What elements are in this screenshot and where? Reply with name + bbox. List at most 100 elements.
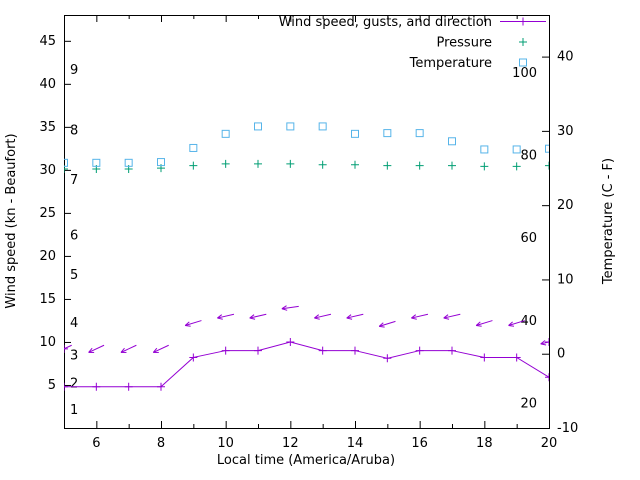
- wind-direction-arrow: [411, 313, 429, 319]
- pressure-point: [480, 162, 489, 171]
- pressure-point: [286, 159, 295, 168]
- wind-speed-point: [286, 337, 295, 346]
- beaufort-label: 3: [70, 349, 78, 364]
- x-tick-label: 14: [347, 436, 364, 451]
- fahrenheit-label: 20: [520, 396, 537, 411]
- y-left-tick-label: 35: [39, 120, 56, 135]
- beaufort-label: 4: [70, 316, 78, 331]
- temperature-point: [157, 158, 165, 167]
- wind-direction-arrow: [443, 313, 461, 319]
- wind-direction-arrow: [281, 305, 299, 310]
- wind-arrowhead: [120, 347, 125, 353]
- y-right-tick-label: 20: [557, 198, 574, 213]
- y-right-axis-title: Temperature (C - F): [601, 158, 616, 285]
- y-left-tick-label: 30: [39, 163, 56, 178]
- wind-direction-arrow: [314, 313, 332, 319]
- x-tick-label: 18: [476, 436, 493, 451]
- wind-direction-arrow: [64, 344, 72, 350]
- beaufort-label: 8: [70, 123, 78, 138]
- pressure-point: [383, 161, 392, 170]
- legend-cross-sample: [519, 17, 527, 26]
- pressure-point: [545, 161, 549, 170]
- temperature-point: [351, 129, 359, 138]
- axes-layer: 6 8 10 12 14 16 18 2051015202530354045123456789…: [39, 15, 578, 451]
- wind-speed-line: [64, 341, 549, 388]
- wind-speed-point: [351, 346, 359, 355]
- wind-arrowhead: [346, 317, 353, 320]
- beaufort-label: 5: [70, 268, 78, 283]
- beaufort-label: 9: [70, 63, 78, 78]
- wind-arrowhead: [314, 314, 320, 319]
- plot-border: [64, 15, 550, 429]
- pressure-point: [448, 161, 456, 170]
- wind-speed-point: [383, 354, 392, 363]
- wind-arrowhead: [475, 321, 481, 326]
- series-layer: [64, 122, 549, 391]
- fahrenheit-label: 100: [512, 66, 537, 81]
- wind-arrowhead: [281, 305, 287, 310]
- pressure-point: [318, 160, 327, 169]
- wind-speed-point: [157, 382, 165, 391]
- wind-direction-arrow: [153, 344, 169, 353]
- wind-direction-arrow: [185, 320, 202, 326]
- wind-speed-point: [318, 346, 327, 355]
- wind-speed-point: [221, 346, 230, 355]
- y-right-tick-label: 30: [557, 124, 574, 139]
- beaufort-label: 1: [70, 403, 78, 418]
- wind-arrowhead: [281, 308, 288, 311]
- wind-arrowhead: [540, 340, 546, 345]
- wind-arrowhead: [249, 317, 256, 320]
- beaufort-label: 2: [70, 376, 78, 391]
- temperature-point: [189, 143, 198, 152]
- wind-arrowhead: [249, 314, 255, 319]
- temperature-point: [383, 129, 392, 138]
- wind-direction-arrow: [120, 344, 137, 353]
- wind-speed-point: [448, 346, 456, 355]
- wind-arrowhead: [185, 325, 191, 327]
- wind-arrowhead: [379, 325, 385, 328]
- wind-speed-point: [92, 382, 101, 391]
- wind-arrowhead: [184, 321, 190, 326]
- legend-square-sample: [519, 58, 527, 67]
- wind-arrowhead: [508, 321, 513, 326]
- y-right-tick-label: 0: [557, 347, 565, 362]
- legend: Wind speed, gusts, and direction Pressure…: [279, 15, 546, 71]
- temperature-point: [92, 158, 101, 167]
- wind-arrowhead: [443, 314, 449, 319]
- temperature-point: [545, 144, 549, 153]
- wind-arrowhead: [346, 314, 352, 319]
- y-left-tick-label: 20: [39, 249, 56, 264]
- wind-speed-point: [64, 382, 68, 391]
- pressure-point: [221, 159, 230, 168]
- beaufort-label: 7: [70, 173, 78, 188]
- pressure-point: [64, 165, 68, 174]
- wind-arrowhead: [217, 314, 223, 319]
- y-left-axis-title: Wind speed (kn - Beaufort): [4, 133, 19, 308]
- wind-arrowhead: [540, 343, 547, 346]
- pressure-point: [189, 161, 198, 170]
- legend-label: Temperature: [409, 56, 492, 71]
- y-left-tick-label: 25: [39, 206, 56, 221]
- temperature-point: [318, 122, 327, 131]
- temperature-point: [415, 129, 424, 138]
- pressure-point: [512, 162, 521, 171]
- x-tick-label: 6: [92, 436, 100, 451]
- wind-direction-arrow: [346, 313, 364, 319]
- wind-direction-arrow: [540, 341, 549, 345]
- wind-direction-arrow: [88, 344, 105, 353]
- legend-label: Wind speed, gusts, and direction: [279, 15, 492, 30]
- temperature-point: [64, 158, 68, 167]
- fahrenheit-label: 60: [520, 231, 537, 246]
- temperature-point: [286, 122, 295, 131]
- temperature-point: [512, 145, 521, 154]
- pressure-point: [415, 161, 424, 170]
- temperature-point: [254, 122, 262, 131]
- x-tick-label: 16: [411, 436, 428, 451]
- pressure-point: [254, 159, 262, 168]
- x-tick-label: 20: [541, 436, 558, 451]
- beaufort-label: 6: [70, 228, 78, 243]
- wind-arrowhead: [88, 347, 93, 353]
- wind-arrowhead: [476, 325, 482, 327]
- y-right-tick-label: -10: [557, 421, 578, 436]
